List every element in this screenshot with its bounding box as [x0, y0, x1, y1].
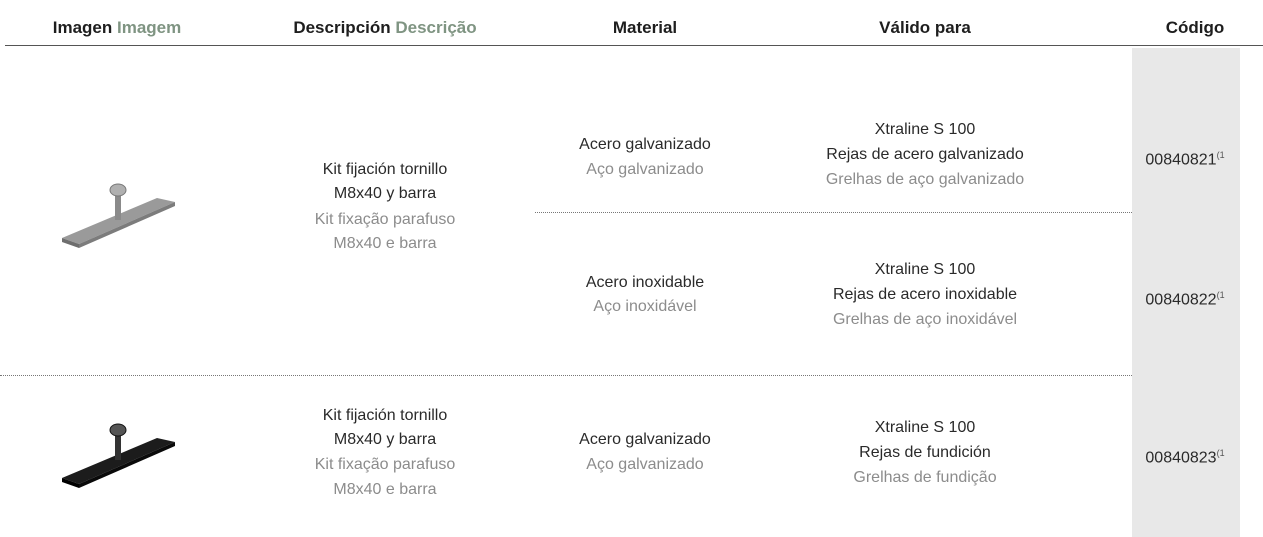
material-pt: Aço galvanizado	[586, 456, 704, 473]
desc-pt: M8x40 e barra	[333, 235, 437, 252]
material-es: Acero inoxidable	[585, 274, 705, 291]
material-es: Acero galvanizado	[579, 136, 711, 153]
valid-pt: Grelhas de aço inoxidável	[832, 311, 1018, 328]
header-cell: Material	[612, 18, 678, 37]
valid-es: Rejas de acero inoxidable	[832, 286, 1018, 303]
valid-name: Xtraline S 100	[874, 419, 976, 436]
valid-name: Xtraline S 100	[874, 121, 976, 138]
valid-es: Rejas de acero galvanizado	[826, 146, 1024, 163]
variant-divider	[535, 212, 1132, 213]
code-cell: 00840821(1	[1025, 145, 1263, 170]
valid-pt: Grelhas de fundição	[853, 469, 997, 486]
desc-pt: Kit fixação parafuso	[314, 456, 456, 473]
header-cell: Descripción Descrição	[225, 18, 545, 38]
header-pt: Descrição	[395, 18, 477, 37]
product-image	[62, 183, 175, 248]
product-image	[62, 423, 175, 488]
material-es: Acero galvanizado	[579, 431, 711, 448]
material-pt: Aço galvanizado	[586, 161, 704, 178]
header-es: Imagen	[52, 18, 113, 37]
valid-es: Rejas de fundición	[859, 444, 991, 461]
header-cell: Válido para	[879, 18, 971, 37]
valid-name: Xtraline S 100	[874, 261, 976, 278]
code-column-bg	[1132, 48, 1240, 537]
material-pt: Aço inoxidável	[593, 298, 697, 315]
header-cell: Código	[1165, 18, 1225, 37]
row-divider	[0, 375, 1132, 376]
desc-es: M8x40 y barra	[333, 431, 437, 448]
header-cell: Imagen Imagem	[0, 18, 277, 38]
code-note: (1	[1216, 150, 1225, 160]
code-note: (1	[1216, 290, 1225, 300]
code: 00840821	[1145, 151, 1217, 169]
desc-es: Kit fijación tornillo	[322, 407, 448, 424]
code-cell: 00840823(1	[1025, 443, 1263, 468]
code: 00840822	[1145, 291, 1217, 309]
desc-pt: M8x40 e barra	[333, 481, 437, 498]
desc-es: Kit fijación tornillo	[322, 161, 448, 178]
header-pt: Imagem	[117, 18, 182, 37]
code-note: (1	[1216, 448, 1225, 458]
desc-es: M8x40 y barra	[333, 185, 437, 202]
valid-pt: Grelhas de aço galvanizado	[825, 171, 1025, 188]
header-es: Descripción	[293, 18, 391, 37]
code: 00840823	[1145, 449, 1217, 467]
header-rule	[5, 45, 1263, 46]
desc-pt: Kit fixação parafuso	[314, 211, 456, 228]
code-cell: 00840822(1	[1025, 285, 1263, 310]
